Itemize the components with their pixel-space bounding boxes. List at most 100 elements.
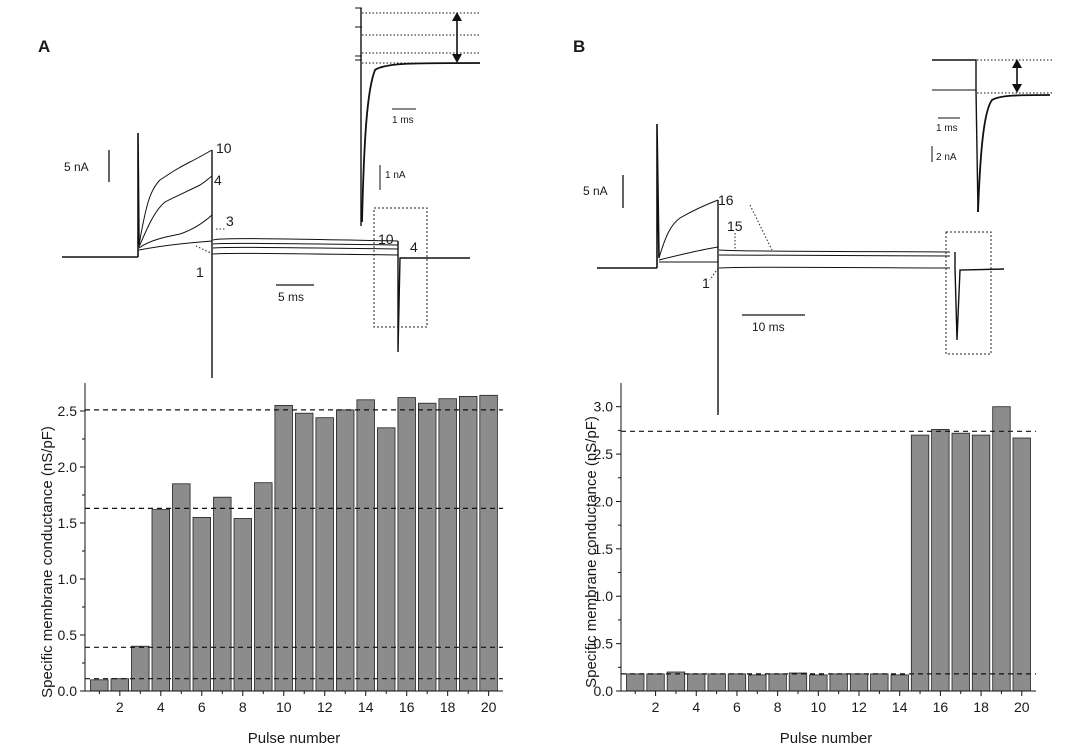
panel-a-bar-7 [213,496,232,692]
panel-b-time-scale-label: 10 ms [752,320,785,334]
panel-b-x-tick-label: 20 [1014,699,1030,715]
panel-b-y-tick-label: 1.5 [594,541,614,557]
panel-b: B 0.00.51.01.52.02.53.02 4 6 8 10 12 14 16 18 20 … [573,37,1053,747]
panel-b-y-tick-label: 2.5 [594,446,614,462]
panel-b-second-pulse [954,252,1005,341]
panel-a-trace-1 [138,240,213,251]
panel-a-bar-13 [335,409,355,692]
panel-a-x-tick-label: 4 [157,699,165,715]
panel-a-bar-15 [376,427,396,692]
panel-b-x-tick-label: 8 [774,699,782,715]
panel-b-trace-label: 1 [702,275,710,291]
panel-b-bar-16 [931,428,950,692]
panel-b-bar-17 [951,432,970,692]
panel-b-y-tick-label: 2.0 [594,493,614,509]
panel-a-trace-3 [138,214,213,249]
panel-b-current-scale-label: 5 nA [583,184,608,198]
panel-a-bars [90,394,498,692]
panel-b-bar-13 [870,673,889,692]
panel-b-x-tick-label: 10 [811,699,827,715]
panel-b-bar-11 [829,673,848,692]
panel-b-bar-14 [890,674,909,692]
panel-a-zoom-time-scale-label: 1 ms [392,115,414,126]
panel-b-x-tick-label: 16 [933,699,949,715]
panel-a-x-tick-label: 18 [440,699,456,715]
panel-a-bar-8 [233,518,253,692]
panel-a-x-axis-title: Pulse number [248,730,341,747]
panel-a-y-tick-label: 0.5 [58,627,78,643]
panel-b-bar-20 [1012,437,1031,692]
panel-b-x-tick-label: 6 [733,699,741,715]
panel-b-bar-12 [849,673,869,692]
panel-a-current-traces [62,132,470,378]
panel-b-trace-15 [658,246,719,261]
panel-b-current-traces [597,123,1005,415]
panel-b-trace-label: 15 [727,218,743,234]
panel-a-x-tick-label: 10 [276,699,292,715]
panel-a-x-tick-label: 12 [317,699,333,715]
panel-b-bar-4 [687,673,706,692]
panel-a-axes: 0.0 0.5 1.0 1.5 2.0 2.5 2 4 6 8 10 12 14 16 18 20 [58,383,503,715]
panel-b-tail-16 [718,249,951,253]
panel-a-x-tick-label: 20 [481,699,497,715]
panel-b-bar-10 [809,674,828,692]
panel-a-bar-10 [274,404,293,692]
panel-b-y-tick-label: 0.5 [594,636,614,652]
panel-a-x-tick-label: 16 [399,699,415,715]
panel-a-bar-5 [172,483,191,692]
panel-a-y-tick-label: 0.0 [58,683,78,699]
panel-a-bar-4 [151,509,171,692]
panel-b-y-tick-label: 3.0 [594,399,614,415]
panel-b-x-tick-label: 18 [973,699,989,715]
panel-a-stim-artifact [137,132,140,257]
panel-a-time-scale-label: 5 ms [278,290,304,304]
panel-a-x-tick-label: 8 [239,699,247,715]
panel-b-tail-15 [718,254,951,257]
panel-a-x-tick-label: 6 [198,699,206,715]
panel-a-bar-20 [479,394,498,692]
panel-b-axes: 0.0 0.5 1.0 1.5 2.0 2.5 3.0 2 4 6 8 10 12 14 16 18 20 [594,383,1036,715]
panel-a-x-tick-label: 14 [358,699,374,715]
panel-b-zoom-current-scale-label: 2 nA [936,152,957,163]
panel-a-x-tick-label: 2 [116,699,124,715]
panel-b-bar-19 [992,406,1011,692]
panel-a-y-axis-title: Specific membrane conductance (nS/pF) [39,426,56,698]
panel-a-trace-label: 3 [226,213,234,229]
panel-a-tail-3 [212,246,399,250]
panel-a-bar-12 [315,417,334,692]
panel-a-tail-1 [212,252,399,256]
panel-a-trace-label-leaders [195,228,226,255]
panel-b-bars [626,406,1031,692]
panel-b-x-axis-title: Pulse number [780,730,873,747]
panel-b-y-tick-label: 1.0 [594,588,614,604]
panel-b-trace-16 [658,199,719,259]
panel-a-trace-label: 1 [196,264,204,280]
panel-a-y-tick-label: 1.5 [58,515,78,531]
panel-b-bar-3 [666,671,686,692]
panel-a-bar-11 [294,412,314,692]
panel-b-stim-artifact [656,123,660,268]
panel-b-y-tick-label: 0.0 [594,683,614,699]
panel-a-bar-3 [131,645,150,692]
panel-b-bar-2 [646,673,665,692]
panel-b-bar-18 [971,434,991,692]
panel-b-bar-15 [910,434,930,692]
panel-b-reference-lines [621,430,1036,675]
panel-a-zoom-inset [355,7,481,226]
panel-a-bar-6 [192,517,212,692]
panel-a: A 0.00.51.01.52.02.52 4 6 8 10 12 14 16 18 20 Pul… [38,7,503,747]
panel-a-trace-label: 10 [216,140,232,156]
panel-a-trace-label: 4 [214,172,222,188]
panel-b-zoom-inset [931,59,1053,213]
panel-b-zoom-time-scale-label: 1 ms [936,123,958,134]
panel-b-x-tick-label: 12 [851,699,867,715]
panel-b-zoom-box [945,231,992,355]
panel-a-bar-1 [90,679,109,692]
panel-b-letter: B [573,37,585,56]
panel-b-bar-5 [707,673,726,692]
panel-a-reference-lines [85,409,503,680]
panel-a-zoom-current-scale-label: 1 nA [385,170,406,181]
panel-b-bar-6 [727,673,747,692]
panel-b-bar-8 [768,673,787,692]
